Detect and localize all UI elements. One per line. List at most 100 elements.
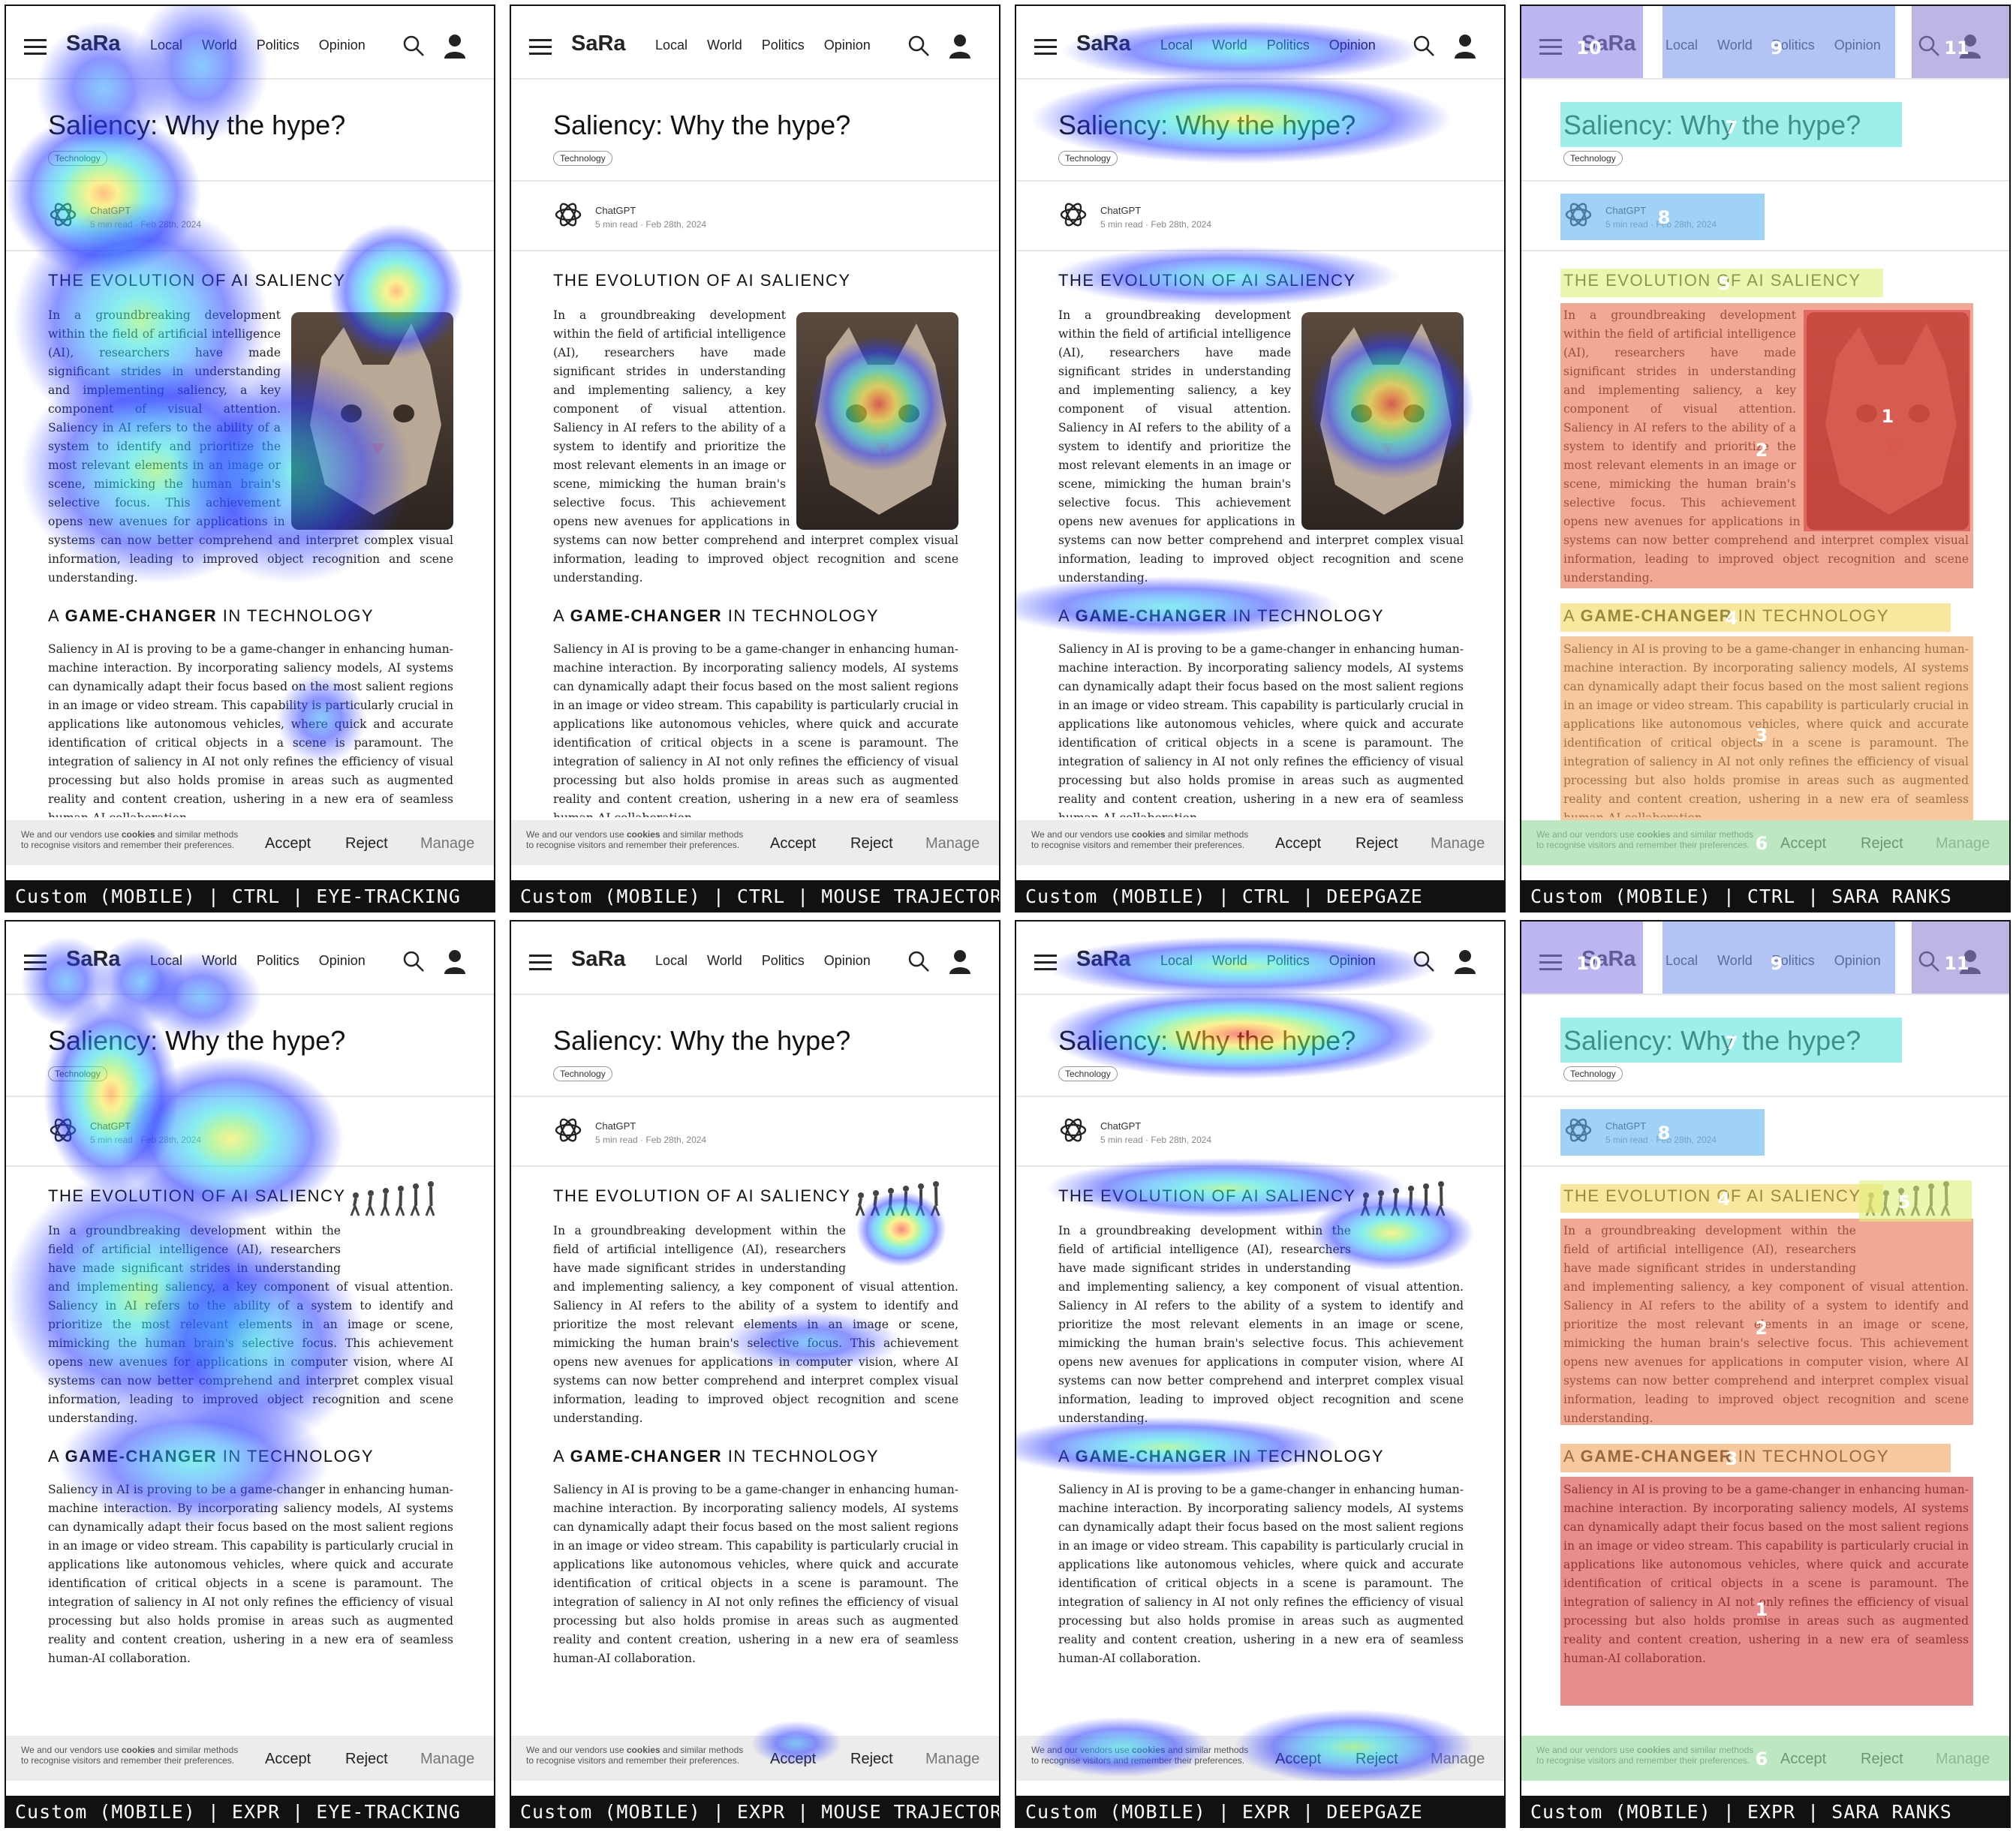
nav-item-local[interactable]: Local — [150, 953, 183, 968]
search-icon[interactable] — [1918, 950, 1940, 973]
search-icon[interactable] — [402, 35, 425, 57]
site-logo[interactable]: SaRa — [1581, 947, 1636, 971]
nav-item-politics[interactable]: Politics — [256, 953, 299, 968]
accept-button[interactable]: Accept — [265, 1751, 311, 1767]
tag-badge[interactable]: Technology — [553, 1066, 612, 1081]
nav-item-world[interactable]: World — [707, 38, 742, 53]
manage-button[interactable]: Manage — [925, 835, 980, 852]
manage-button[interactable]: Manage — [1936, 1751, 1990, 1767]
nav-item-world[interactable]: World — [202, 953, 237, 968]
nav-item-world[interactable]: World — [1717, 38, 1753, 53]
site-logo[interactable]: SaRa — [1076, 32, 1131, 56]
manage-button[interactable]: Manage — [1431, 835, 1485, 852]
nav-item-opinion[interactable]: Opinion — [1328, 953, 1376, 968]
nav-item-politics[interactable]: Politics — [256, 38, 299, 53]
hamburger-menu-icon[interactable] — [529, 39, 552, 56]
user-avatar-icon[interactable] — [1453, 949, 1477, 974]
user-avatar-icon[interactable] — [1453, 33, 1477, 59]
author-name[interactable]: ChatGPT — [90, 205, 131, 216]
reject-button[interactable]: Reject — [850, 835, 893, 852]
author-name[interactable]: ChatGPT — [1100, 1120, 1142, 1132]
nav-item-opinion[interactable]: Opinion — [318, 38, 366, 53]
user-avatar-icon[interactable] — [443, 33, 467, 59]
author-name[interactable]: ChatGPT — [595, 205, 636, 216]
reject-button[interactable]: Reject — [1356, 835, 1398, 852]
site-logo[interactable]: SaRa — [1076, 947, 1131, 971]
author-name[interactable]: ChatGPT — [1605, 205, 1647, 216]
manage-button[interactable]: Manage — [1936, 835, 1990, 852]
site-logo[interactable]: SaRa — [571, 32, 626, 56]
manage-button[interactable]: Manage — [925, 1751, 980, 1767]
manage-button[interactable]: Manage — [1431, 1751, 1485, 1767]
accept-button[interactable]: Accept — [1780, 835, 1827, 852]
nav-item-politics[interactable]: Politics — [1771, 953, 1815, 968]
accept-button[interactable]: Accept — [770, 1751, 817, 1767]
nav-item-world[interactable]: World — [707, 953, 742, 968]
nav-item-politics[interactable]: Politics — [1771, 38, 1815, 53]
nav-item-politics[interactable]: Politics — [1266, 38, 1310, 53]
reject-button[interactable]: Reject — [345, 835, 388, 852]
hamburger-menu-icon[interactable] — [24, 955, 47, 971]
nav-item-politics[interactable]: Politics — [761, 953, 805, 968]
site-logo[interactable]: SaRa — [66, 32, 121, 56]
nav-item-local[interactable]: Local — [1160, 38, 1193, 53]
author-name[interactable]: ChatGPT — [90, 1120, 131, 1132]
tag-badge[interactable]: Technology — [1058, 151, 1118, 166]
nav-item-opinion[interactable]: Opinion — [823, 953, 871, 968]
nav-item-opinion[interactable]: Opinion — [1834, 38, 1881, 53]
nav-item-local[interactable]: Local — [655, 38, 688, 53]
nav-item-world[interactable]: World — [1212, 38, 1247, 53]
nav-item-local[interactable]: Local — [150, 38, 183, 53]
reject-button[interactable]: Reject — [345, 1751, 388, 1767]
user-avatar-icon[interactable] — [948, 949, 972, 974]
accept-button[interactable]: Accept — [1780, 1751, 1827, 1767]
manage-button[interactable]: Manage — [420, 1751, 475, 1767]
search-icon[interactable] — [1413, 35, 1435, 57]
nav-item-opinion[interactable]: Opinion — [1834, 953, 1881, 968]
nav-item-politics[interactable]: Politics — [761, 38, 805, 53]
reject-button[interactable]: Reject — [1861, 835, 1903, 852]
author-name[interactable]: ChatGPT — [1605, 1120, 1647, 1132]
nav-item-opinion[interactable]: Opinion — [318, 953, 366, 968]
site-logo[interactable]: SaRa — [66, 947, 121, 971]
hamburger-menu-icon[interactable] — [1034, 39, 1057, 56]
nav-item-world[interactable]: World — [1717, 953, 1753, 968]
tag-badge[interactable]: Technology — [48, 1066, 107, 1081]
accept-button[interactable]: Accept — [1275, 835, 1322, 852]
nav-item-politics[interactable]: Politics — [1266, 953, 1310, 968]
tag-badge[interactable]: Technology — [48, 151, 107, 166]
tag-badge[interactable]: Technology — [1563, 151, 1623, 166]
accept-button[interactable]: Accept — [265, 835, 311, 852]
search-icon[interactable] — [907, 35, 930, 57]
search-icon[interactable] — [402, 950, 425, 973]
search-icon[interactable] — [1918, 35, 1940, 57]
nav-item-local[interactable]: Local — [1665, 953, 1699, 968]
nav-item-opinion[interactable]: Opinion — [1328, 38, 1376, 53]
nav-item-world[interactable]: World — [202, 38, 237, 53]
reject-button[interactable]: Reject — [1861, 1751, 1903, 1767]
tag-badge[interactable]: Technology — [1563, 1066, 1623, 1081]
author-name[interactable]: ChatGPT — [595, 1120, 636, 1132]
nav-item-local[interactable]: Local — [655, 953, 688, 968]
manage-button[interactable]: Manage — [420, 835, 475, 852]
tag-badge[interactable]: Technology — [1058, 1066, 1118, 1081]
accept-button[interactable]: Accept — [770, 835, 817, 852]
hamburger-menu-icon[interactable] — [1539, 955, 1562, 971]
user-avatar-icon[interactable] — [1958, 33, 1982, 59]
site-logo[interactable]: SaRa — [1581, 32, 1636, 56]
site-logo[interactable]: SaRa — [571, 947, 626, 971]
reject-button[interactable]: Reject — [1356, 1751, 1398, 1767]
user-avatar-icon[interactable] — [443, 949, 467, 974]
hamburger-menu-icon[interactable] — [529, 955, 552, 971]
search-icon[interactable] — [907, 950, 930, 973]
author-name[interactable]: ChatGPT — [1100, 205, 1142, 216]
user-avatar-icon[interactable] — [1958, 949, 1982, 974]
hamburger-menu-icon[interactable] — [1034, 955, 1057, 971]
hamburger-menu-icon[interactable] — [1539, 39, 1562, 56]
reject-button[interactable]: Reject — [850, 1751, 893, 1767]
user-avatar-icon[interactable] — [948, 33, 972, 59]
hamburger-menu-icon[interactable] — [24, 39, 47, 56]
nav-item-world[interactable]: World — [1212, 953, 1247, 968]
accept-button[interactable]: Accept — [1275, 1751, 1322, 1767]
nav-item-local[interactable]: Local — [1665, 38, 1699, 53]
